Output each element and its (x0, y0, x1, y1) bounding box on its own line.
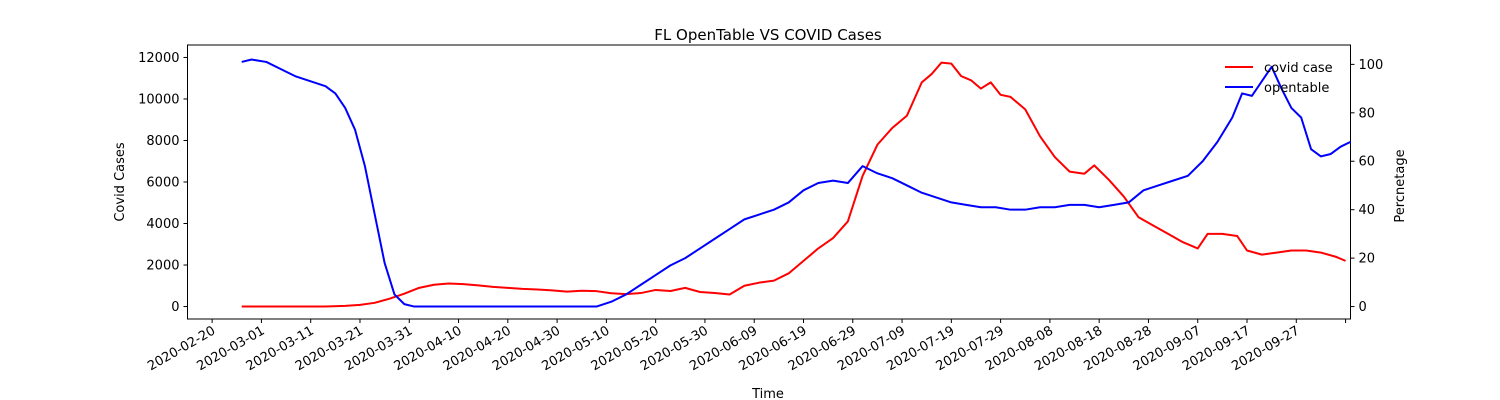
y-right-tick-label: 0 (1359, 300, 1367, 315)
series-line-opentable (241, 58, 1351, 308)
y-axis-left: 0 2000 4000 6000 8000 10000 12000 (138, 51, 188, 315)
y-right-tick-label: 80 (1359, 106, 1376, 121)
series-line-covid-case (241, 61, 1346, 308)
y-right-tick-label: 20 (1359, 252, 1376, 267)
series-layer (241, 58, 1351, 308)
legend: covid case opentable (1225, 61, 1333, 96)
y-left-tick-label: 12000 (138, 51, 179, 66)
x-axis: 2020-02-202020-03-012020-03-112020-03-21… (145, 319, 1347, 374)
y-left-tick-label: 10000 (138, 92, 179, 107)
chart-title: FL OpenTable VS COVID Cases (654, 26, 882, 44)
y-right-tick-label: 40 (1359, 203, 1376, 218)
y-axis-right: 0 20 40 60 80 100 (1350, 58, 1384, 315)
y-left-tick-label: 2000 (146, 259, 179, 274)
y-axis-right-title: Percnetage (1393, 149, 1408, 222)
plot-frame (187, 44, 1351, 320)
y-right-tick-label: 100 (1359, 58, 1384, 73)
legend-label-opentable: opentable (1264, 81, 1329, 96)
y-left-tick-label: 6000 (146, 176, 179, 191)
y-right-tick-label: 60 (1359, 155, 1376, 170)
y-left-tick-label: 0 (171, 300, 179, 315)
y-axis-left-title: Covid Cases (113, 142, 128, 222)
legend-label-covid: covid case (1264, 61, 1333, 76)
x-axis-title: Time (751, 387, 784, 400)
y-left-tick-label: 4000 (146, 217, 179, 232)
y-left-tick-label: 8000 (146, 134, 179, 149)
